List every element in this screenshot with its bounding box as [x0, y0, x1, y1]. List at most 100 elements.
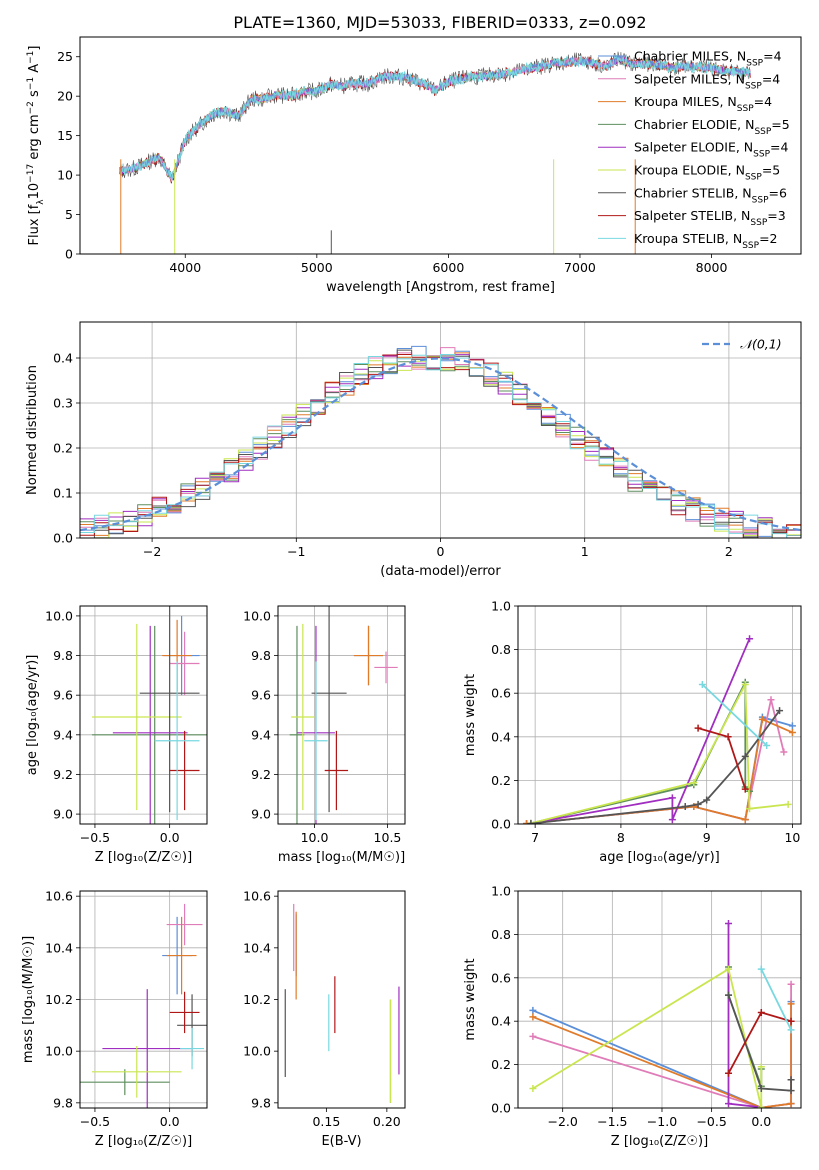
x-tick-label: 0.0 — [160, 1114, 180, 1129]
y-tick-label: 0.0 — [491, 817, 511, 832]
legend-label: Salpeter STELIB, NSSP=3 — [634, 208, 786, 228]
y-axis-label: Flux [fλ10−17 erg cm−2 s−1 A−1] — [26, 46, 46, 246]
y-axis-label-part: erg cm — [27, 114, 42, 163]
marker-krou_elodie — [690, 779, 698, 787]
x-tick-label: 5000 — [301, 260, 333, 275]
y-tick-label: 9.4 — [53, 727, 73, 742]
marker-krou_elodie — [725, 965, 733, 973]
series-line-krou_elodie — [532, 967, 763, 1108]
mass-weight-vs-metallicity-panel: −2.0 −1.5 −1.0 −0.5 0.0 0.0 0.2 0.4 0.6 0.8 1.0 Z [… — [463, 884, 802, 1149]
y-tick-label: 0.2 — [491, 1057, 511, 1072]
errorbar-salp_elodie — [102, 989, 193, 1108]
x-axis-label: Z [log₁₀(Z/Z☉)] — [95, 1134, 192, 1149]
y-tick-label: 10.4 — [45, 940, 73, 955]
y-axis-label-part: −1 — [26, 51, 36, 64]
residual-histogram-panel: −2 −1 0 1 2 0.0 0.1 0.2 0.3 0.4 (data-model)/error… — [25, 321, 802, 579]
series-line-chab_elodie — [727, 967, 763, 1087]
plot-border — [517, 605, 802, 825]
errorbar-salp_stelib — [169, 991, 200, 1034]
y-tick-label: 0.2 — [53, 441, 73, 456]
marker-salp_elodie — [725, 1100, 733, 1108]
y-tick-label: 9.8 — [251, 1095, 271, 1110]
x-tick-label: −2.0 — [548, 1114, 578, 1129]
marker-salp_stelib — [757, 1009, 765, 1017]
marker-krou_miles — [758, 715, 766, 723]
x-tick-label: 10.5 — [374, 830, 402, 845]
y-axis-label: mass weight — [463, 674, 478, 756]
mass-vs-metallicity-panel: −0.5 0.0 9.8 10.0 10.2 10.4 10.6 Z [log₁₀(Z/Z☉)… — [21, 889, 208, 1149]
y-tick-label: 5 — [65, 207, 73, 222]
errorbar-krou_elodie — [91, 623, 182, 811]
x-tick-label: 10 — [784, 830, 800, 845]
marker-salp_stelib — [724, 733, 732, 741]
plot-border — [79, 890, 208, 1109]
histogram-krou_stelib — [80, 354, 801, 538]
marker-salp_elodie — [668, 816, 676, 824]
y-tick-label: 0.8 — [491, 642, 511, 657]
errorbar-krou_elodie — [91, 1046, 182, 1098]
y-axis-label-part: −1 — [26, 77, 36, 90]
y-axis-label-part: −17 — [26, 164, 36, 183]
marker-chab_miles — [529, 1006, 537, 1014]
marker-krou_elodie — [784, 800, 792, 808]
y-tick-label: 10 — [57, 168, 73, 183]
y-tick-label: 0.0 — [491, 1101, 511, 1116]
marker-krou_stelib — [757, 965, 765, 973]
marker-chab_stelib — [681, 803, 689, 811]
x-tick-label: 0.20 — [373, 1114, 401, 1129]
x-tick-label: 9 — [703, 830, 711, 845]
errorbar-chab_elodie — [80, 1069, 170, 1096]
marker-krou_miles — [741, 816, 749, 824]
marker-salp_elodie — [725, 920, 733, 928]
x-tick-label: 0 — [437, 544, 445, 559]
plot-border — [79, 321, 802, 539]
errorbar-krou_miles — [166, 916, 197, 995]
errorbar-salp_elodie — [112, 625, 188, 824]
series-line-chab_stelib — [530, 710, 781, 824]
legend-label: 𝒩(0,1) — [740, 337, 782, 352]
legend-label: Chabrier MILES, NSSP=4 — [634, 49, 782, 69]
legend-label: Salpeter ELODIE, NSSP=4 — [634, 140, 789, 160]
y-axis-label-part: s — [27, 90, 42, 101]
x-tick-label: 8000 — [696, 260, 728, 275]
plot-border — [79, 605, 208, 825]
marker-krou_stelib — [787, 1026, 795, 1034]
y-tick-label: 25 — [57, 49, 73, 64]
errorbar-krou_elodie — [291, 623, 315, 811]
y-tick-label: 0 — [65, 247, 73, 262]
x-tick-label: 7000 — [564, 260, 596, 275]
y-axis-label: mass [log₁₀(M/M☉)] — [21, 936, 36, 1063]
y-tick-label: 9.2 — [251, 767, 271, 782]
y-tick-label: 15 — [57, 128, 73, 143]
marker-krou_elodie — [746, 805, 754, 813]
plot-border — [277, 890, 406, 1109]
marker-chab_stelib — [703, 796, 711, 804]
series-line-krou_elodie — [530, 681, 789, 824]
x-axis-label: age [log₁₀(age/yr)] — [599, 850, 720, 865]
x-tick-label: 4000 — [169, 260, 201, 275]
y-tick-label: 0.3 — [53, 396, 73, 411]
y-tick-label: 9.2 — [53, 767, 73, 782]
y-axis-label: age [log₁₀(age/yr)] — [25, 655, 40, 776]
marker-chab_stelib — [741, 752, 749, 760]
marker-salp_stelib — [725, 1069, 733, 1077]
spectrum-panel: 4000 5000 6000 7000 8000 0 5 10 15 20 25 wavelength… — [26, 36, 802, 295]
marker-krou_elodie — [757, 1063, 765, 1071]
errorbar-krou_miles — [353, 625, 384, 686]
series-line-krou_stelib — [760, 968, 792, 1031]
y-tick-label: 0.4 — [491, 729, 511, 744]
x-tick-label: 0.0 — [751, 1114, 771, 1129]
marker-salp_elodie — [668, 794, 676, 802]
y-tick-label: 10.0 — [45, 1044, 73, 1059]
y-tick-label: 1.0 — [491, 884, 511, 899]
y-tick-label: 1.0 — [491, 599, 511, 614]
plot-border — [277, 605, 406, 825]
y-axis-label: Normed distribution — [25, 365, 40, 495]
x-tick-label: 10.0 — [301, 830, 329, 845]
x-tick-label: −1.5 — [597, 1114, 627, 1129]
marker-salp_stelib — [694, 724, 702, 732]
y-tick-label: 0.6 — [491, 686, 511, 701]
x-tick-label: −1 — [287, 544, 305, 559]
y-axis-label-part: −2 — [26, 101, 36, 114]
